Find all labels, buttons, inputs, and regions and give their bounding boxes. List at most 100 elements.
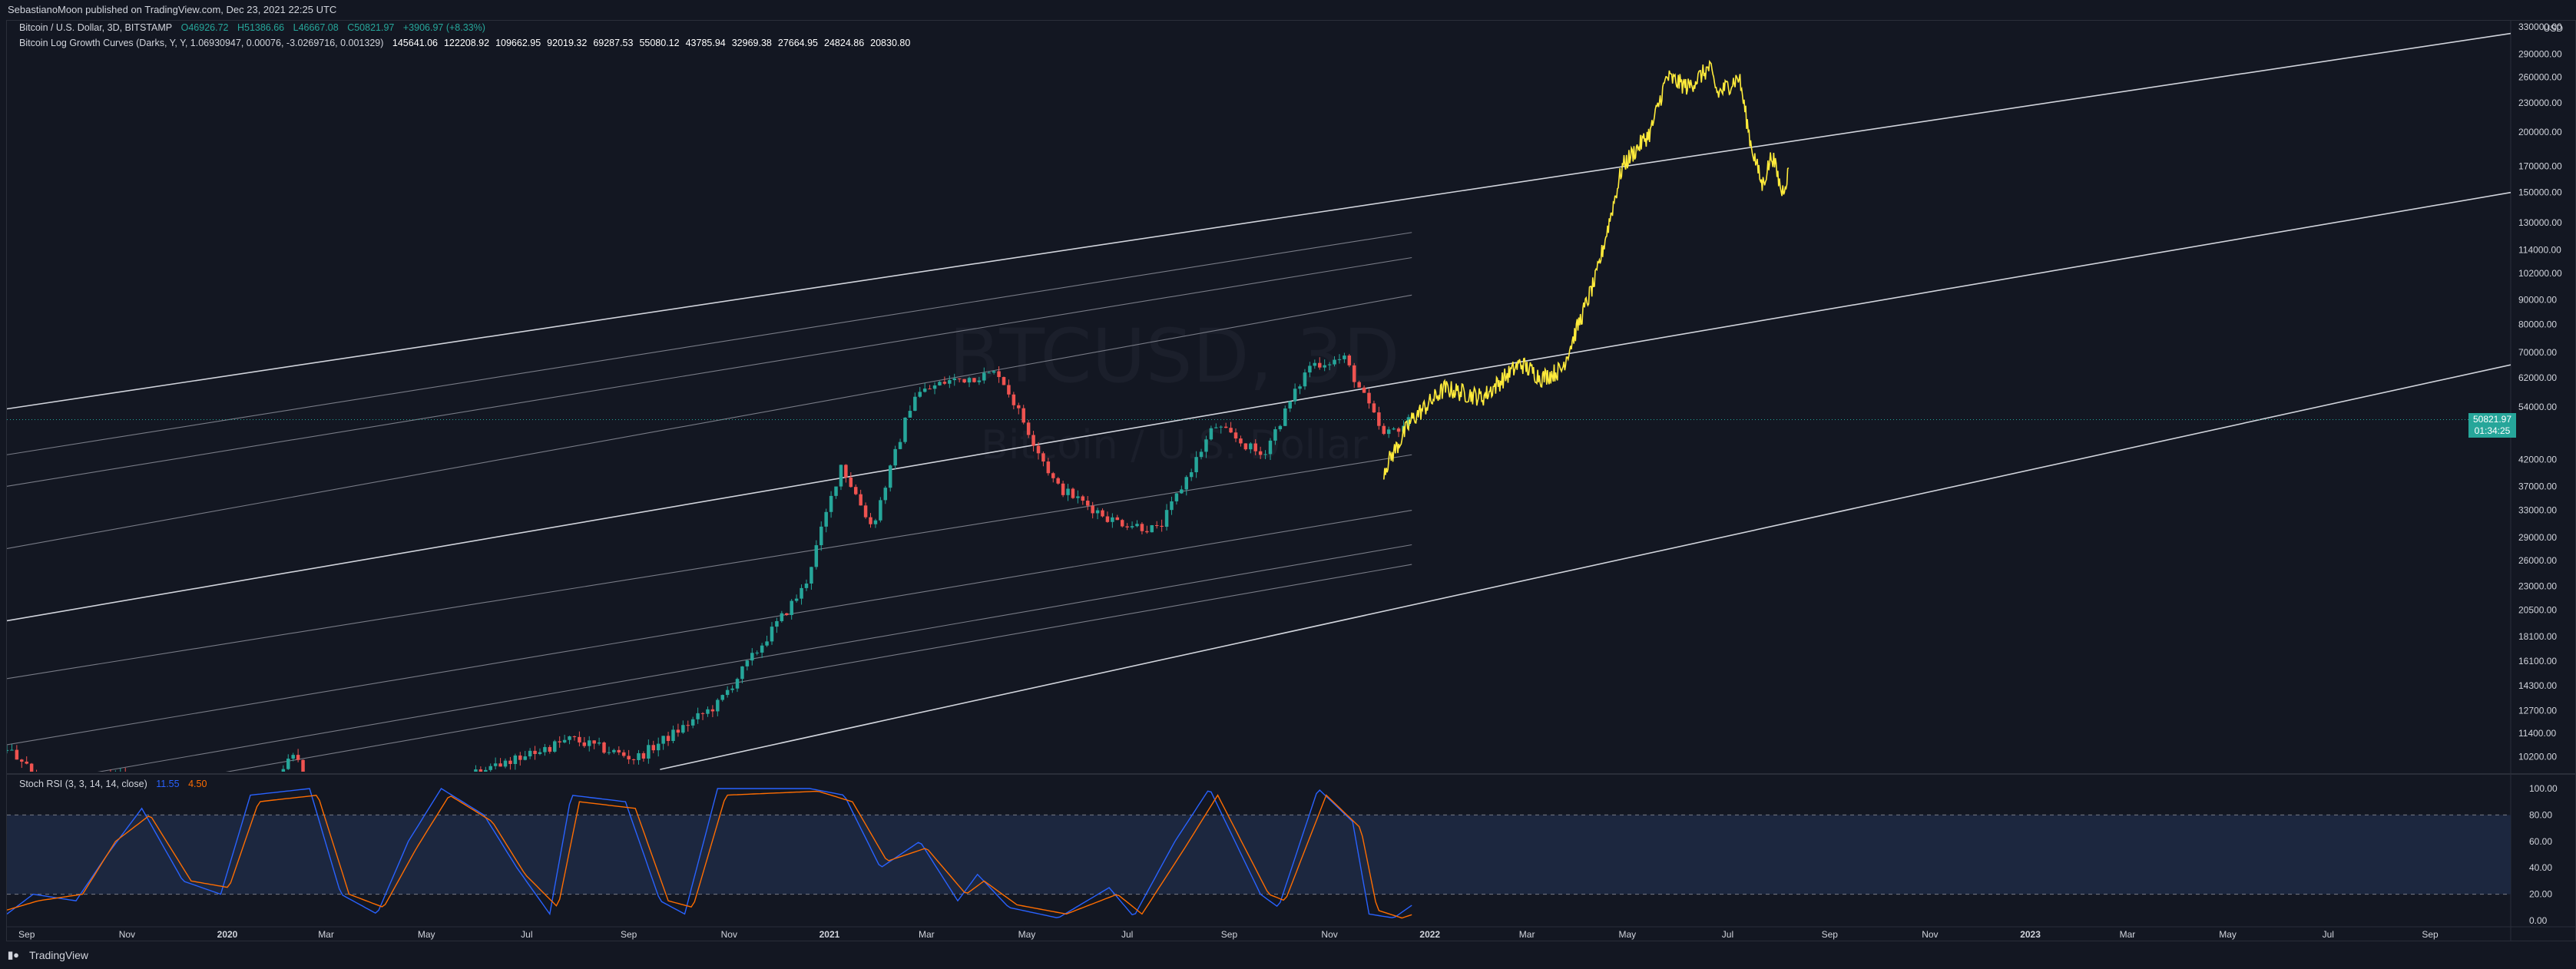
candle-body [898, 442, 902, 449]
candle-body [1352, 365, 1356, 382]
time-tick-label: Sep [2422, 929, 2439, 940]
candle-body [1382, 425, 1386, 435]
growth-curve-line [660, 364, 2511, 770]
candle-body [1273, 429, 1277, 441]
candle-body [775, 620, 779, 627]
candle-body [1021, 408, 1025, 423]
candle-body [602, 742, 606, 753]
candle-body [1061, 483, 1065, 495]
candle-body [1333, 359, 1336, 365]
indicator-name[interactable]: Bitcoin Log Growth Curves (Darks, Y, Y, … [19, 38, 384, 48]
candle-body [493, 763, 498, 766]
candle-body [523, 756, 527, 760]
tradingview-logo[interactable]: ▮● TradingView [8, 949, 88, 961]
candle-body [1046, 461, 1051, 474]
candle-body [252, 794, 255, 802]
watermark-name: Bitcoin / U.S. Dollar [981, 422, 1368, 468]
time-tick-label: 2023 [2020, 929, 2041, 940]
price-tick-label: 29000.00 [2518, 532, 2557, 543]
stoch-tick-label: 60.00 [2529, 836, 2552, 847]
candle-body [671, 729, 675, 742]
legend-symbol[interactable]: Bitcoin / U.S. Dollar, 3D, BITSTAMP [19, 22, 173, 33]
candle-body [267, 780, 270, 787]
footer-bar [0, 941, 2576, 969]
candle-body [1357, 382, 1361, 388]
candle-body [1041, 453, 1045, 462]
candle-body [800, 587, 803, 599]
candle-body [1135, 524, 1139, 527]
candle-body [948, 380, 952, 384]
candle-body [10, 749, 14, 751]
candle-body [1026, 422, 1031, 435]
chart-frame[interactable]: BTCUSD, 3D Bitcoin / U.S. Dollar USD 330000… [6, 20, 2576, 942]
candle-body [1076, 496, 1080, 498]
candle-body [25, 761, 28, 764]
candle-body [785, 613, 789, 615]
candle-body [839, 465, 843, 487]
candle-body [474, 769, 478, 772]
price-tick-label: 150000.00 [2518, 187, 2562, 198]
candle-body [1323, 365, 1326, 368]
candle-body [621, 752, 626, 756]
candle-body [770, 627, 774, 642]
growth-curve-line [7, 32, 2511, 410]
indicator-values: 145641.06 122208.92 109662.95 92019.32 69287… [392, 38, 916, 48]
price-tick-label: 20500.00 [2518, 605, 2557, 616]
time-tick-label: May [2219, 929, 2237, 940]
candle-body [429, 784, 432, 785]
candle-body [942, 382, 947, 384]
growth-curve-line [7, 232, 1412, 455]
bar-countdown: 01:34:25 [2474, 425, 2511, 436]
candle-body [1101, 510, 1104, 517]
time-tick-label: 2021 [819, 929, 840, 940]
legend-low: L46667.08 [293, 22, 339, 33]
candle-body [1283, 408, 1287, 426]
candle-body [1204, 439, 1208, 452]
candle-body [513, 755, 518, 765]
time-tick-label: Jul [2323, 929, 2334, 940]
time-tick-label: Jul [1722, 929, 1733, 940]
candle-body [29, 763, 34, 772]
indicator-value: 32969.38 [731, 38, 772, 48]
candle-body [464, 779, 467, 780]
candle-body [1258, 451, 1263, 455]
publisher-line: SebastianoMoon published on TradingView.… [8, 4, 337, 15]
indicator-value: 145641.06 [392, 38, 438, 48]
candle-body [641, 752, 646, 759]
price-tick-label: 26000.00 [2518, 555, 2557, 566]
candle-body [612, 749, 616, 752]
candle-body [932, 385, 937, 389]
candle-body [286, 759, 290, 769]
candle-body [1036, 445, 1041, 454]
candle-body [478, 769, 483, 772]
candle-body [1031, 435, 1035, 446]
candle-body [281, 769, 286, 772]
candles [7, 352, 1411, 812]
candle-body [1051, 473, 1055, 478]
candle-body [1239, 438, 1243, 444]
candle-body [849, 477, 853, 488]
candle-body [1066, 488, 1070, 495]
candle-body [262, 787, 265, 794]
price-tick-label: 16100.00 [2518, 656, 2557, 666]
candle-body [1105, 516, 1110, 522]
publisher-bar: SebastianoMoon published on TradingView.… [0, 0, 2576, 20]
candle-body [962, 379, 966, 383]
price-tick-label: 42000.00 [2518, 455, 2557, 465]
chart-canvas[interactable]: BTCUSD, 3D Bitcoin / U.S. Dollar USD330000… [7, 21, 2576, 942]
candle-body [558, 741, 561, 742]
price-tick-label: 14300.00 [2518, 680, 2557, 691]
price-tick-label: 90000.00 [2518, 294, 2557, 305]
candle-body [498, 763, 502, 767]
candle-body [1343, 356, 1346, 359]
candle-body [804, 584, 809, 588]
stoch-name[interactable]: Stoch RSI (3, 3, 14, 14, close) [19, 779, 147, 789]
time-tick-label: May [1018, 929, 1036, 940]
price-axis-unit: USD [2544, 23, 2564, 34]
candle-body [488, 766, 492, 770]
legend-close: C50821.97 [347, 22, 395, 33]
candle-body [735, 679, 740, 689]
indicator-value: 122208.92 [443, 38, 490, 48]
price-tick-label: 230000.00 [2518, 98, 2562, 108]
candle-body [410, 806, 413, 812]
